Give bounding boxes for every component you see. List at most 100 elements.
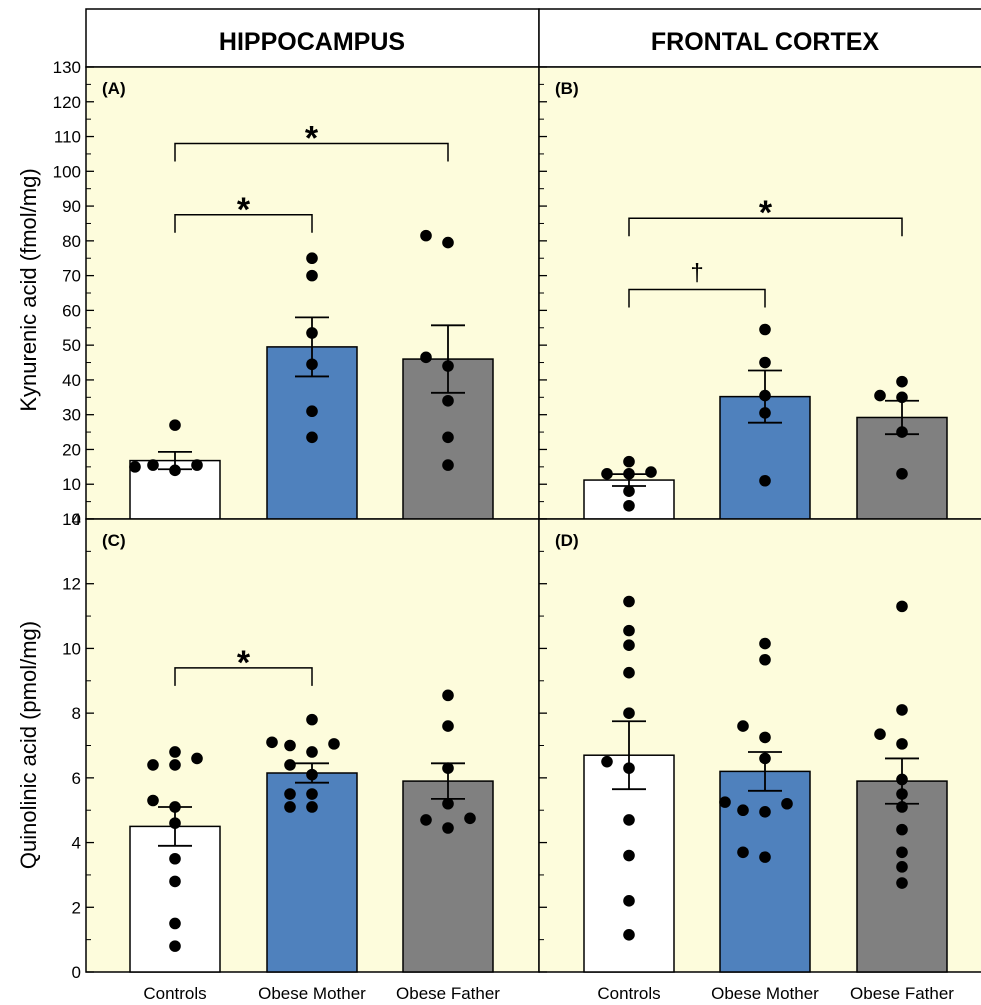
- data-point-controls: [601, 755, 613, 768]
- data-point-controls: [623, 814, 635, 826]
- data-point-obese-father: [896, 877, 908, 889]
- data-point-obese-mother: [759, 323, 771, 336]
- data-point-obese-father: [874, 389, 886, 402]
- data-point-obese-mother: [266, 736, 278, 749]
- significance-marker: *: [305, 119, 319, 157]
- significance-bracket: [628, 217, 903, 237]
- data-point-controls: [623, 624, 635, 637]
- data-point-obese-father: [442, 236, 454, 249]
- data-point-obese-father: [420, 814, 432, 826]
- data-point-obese-father: [896, 375, 908, 388]
- data-point-obese-father: [896, 738, 908, 750]
- data-point-obese-father: [896, 704, 908, 716]
- y-tick-label: 12: [62, 575, 81, 594]
- data-point-obese-mother: [306, 431, 318, 444]
- data-point-controls: [623, 595, 635, 608]
- data-point-obese-father: [442, 431, 454, 444]
- panel-label: (B): [555, 79, 579, 98]
- data-point-obese-mother: [284, 759, 296, 771]
- y-tick-label: 50: [62, 336, 81, 355]
- data-point-obese-father: [442, 689, 454, 702]
- data-point-obese-father: [896, 823, 908, 836]
- data-point-controls: [169, 419, 181, 431]
- y-tick-label: 10: [62, 639, 81, 658]
- panel-label: (A): [102, 79, 126, 98]
- data-point-controls: [623, 895, 635, 907]
- y-tick-label: 100: [53, 162, 81, 181]
- bar-obese-mother: [719, 770, 811, 973]
- data-point-obese-mother: [306, 405, 318, 418]
- y-tick-label: 14: [62, 510, 81, 529]
- y-tick-label: 40: [62, 371, 81, 390]
- bar-obese-father: [856, 780, 948, 973]
- data-point-controls: [169, 917, 181, 930]
- y-tick-label: 2: [72, 898, 81, 917]
- header-box-hippocampus: [85, 8, 540, 68]
- data-point-controls: [623, 455, 635, 468]
- data-point-obese-father: [442, 822, 454, 834]
- y-tick-label: 0: [72, 963, 81, 982]
- data-point-controls: [129, 461, 141, 473]
- data-point-obese-mother: [759, 474, 771, 487]
- data-point-obese-father: [420, 351, 432, 364]
- data-point-obese-mother: [759, 731, 771, 744]
- data-point-obese-mother: [306, 713, 318, 726]
- bar-obese-father: [402, 780, 494, 973]
- header-frontal-cortex: FRONTAL CORTEX: [651, 28, 880, 56]
- data-point-obese-mother: [306, 801, 318, 813]
- panel-3: 0 2 4 6 8 10 12 14 (C) * Controls Obese Mother Obese…: [62, 510, 540, 1003]
- data-point-obese-mother: [284, 788, 296, 800]
- significance-marker: *: [237, 644, 251, 682]
- data-point-obese-father: [420, 229, 432, 242]
- significance-marker: †: [690, 260, 703, 287]
- data-point-controls: [147, 794, 159, 807]
- data-point-obese-mother: [759, 653, 771, 666]
- data-point-obese-father: [442, 394, 454, 407]
- significance-bracket: [174, 667, 313, 686]
- data-point-controls: [623, 928, 635, 941]
- data-point-obese-father: [896, 846, 908, 859]
- y-tick-label: 60: [62, 301, 81, 320]
- significance-marker: *: [759, 194, 773, 232]
- significance-bracket: [174, 142, 449, 162]
- data-point-controls: [169, 464, 181, 477]
- data-point-obese-mother: [737, 804, 749, 817]
- data-point-controls: [645, 466, 657, 478]
- data-point-controls: [623, 849, 635, 862]
- y-tick-label: 130: [53, 58, 81, 77]
- panel-2: (B) * †: [538, 66, 981, 520]
- y-tick-label: 90: [62, 197, 81, 216]
- data-point-controls: [623, 499, 635, 512]
- data-point-controls: [191, 752, 203, 765]
- data-point-obese-mother: [759, 806, 771, 818]
- y-axis-label-kynurenic: Kynurenic acid (fmol/mg): [16, 168, 41, 411]
- y-tick-label: 0: [72, 510, 81, 529]
- y-tick-label: 6: [72, 769, 81, 788]
- significance-bracket: [628, 288, 766, 308]
- data-point-controls: [623, 666, 635, 679]
- data-point-controls: [623, 707, 635, 719]
- y-tick-label: 70: [62, 267, 81, 286]
- data-point-obese-mother: [759, 851, 771, 863]
- data-point-obese-father: [896, 861, 908, 873]
- x-category-label: Controls: [597, 984, 660, 1003]
- panel-4: (D) Controls Obese Mother Obese Father: [538, 518, 981, 1003]
- x-category-label: Obese Father: [850, 984, 954, 1003]
- data-point-obese-mother: [306, 746, 318, 758]
- data-point-obese-mother: [306, 788, 318, 800]
- x-category-label: Obese Father: [396, 984, 500, 1003]
- data-point-obese-mother: [328, 738, 340, 750]
- data-point-obese-mother: [284, 739, 296, 752]
- data-point-controls: [169, 852, 181, 865]
- y-tick-label: 80: [62, 232, 81, 251]
- y-tick-label: 120: [53, 93, 81, 112]
- data-point-obese-father: [464, 812, 476, 825]
- data-point-controls: [601, 468, 613, 480]
- data-point-obese-mother: [306, 252, 318, 265]
- panels: 0102030405060708090100110120130(A)**(B)*…: [53, 58, 981, 1003]
- data-point-controls: [169, 875, 181, 888]
- data-point-controls: [147, 459, 159, 471]
- x-category-label: Obese Mother: [711, 984, 819, 1003]
- data-point-controls: [169, 940, 181, 952]
- y-tick-label: 110: [54, 128, 81, 147]
